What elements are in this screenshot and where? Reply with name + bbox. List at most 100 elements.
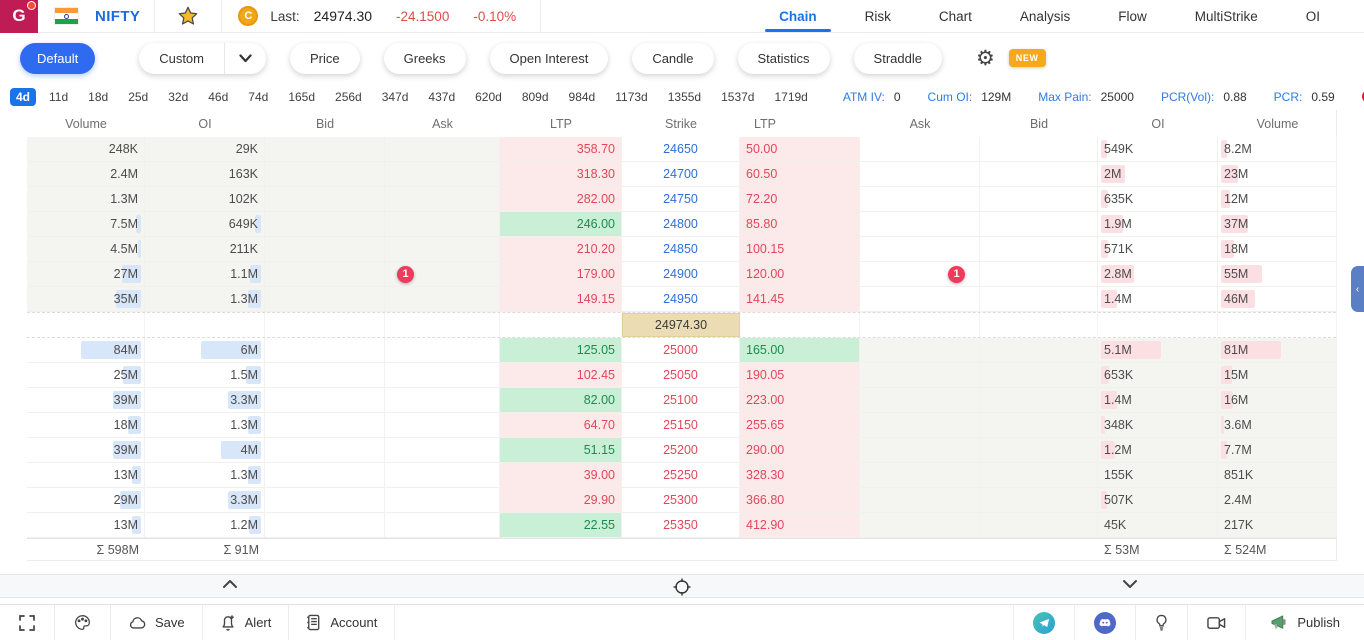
expiry-chip-25d[interactable]: 25d: [128, 89, 149, 104]
expiry-chip-437d[interactable]: 437d: [428, 89, 456, 104]
tab-chart[interactable]: Chart: [938, 8, 972, 24]
call-ask-cell[interactable]: [385, 187, 500, 212]
put-bid-cell[interactable]: [980, 388, 1098, 413]
put-ask-cell[interactable]: [860, 413, 980, 438]
put-ask-cell[interactable]: [860, 287, 980, 312]
strike-cell[interactable]: 24700: [622, 162, 740, 187]
put-ask-cell[interactable]: [860, 488, 980, 513]
put-ask-cell[interactable]: [860, 187, 980, 212]
put-ask-cell[interactable]: [860, 463, 980, 488]
call-ltp-cell[interactable]: 29.90: [500, 488, 622, 513]
strike-cell[interactable]: 25200: [622, 438, 740, 463]
call-bid-cell[interactable]: [265, 212, 385, 237]
put-bid-cell[interactable]: [980, 237, 1098, 262]
candle-pill-button[interactable]: Candle: [632, 42, 714, 74]
tab-multistrike[interactable]: MultiStrike: [1194, 8, 1258, 24]
ideas-button[interactable]: [1135, 605, 1187, 640]
tab-analysis[interactable]: Analysis: [1019, 8, 1071, 24]
put-bid-cell[interactable]: [980, 137, 1098, 162]
expiry-chip-984d[interactable]: 984d: [568, 89, 596, 104]
video-button[interactable]: [1187, 605, 1245, 640]
strike-cell[interactable]: 24750: [622, 187, 740, 212]
chevron-down-icon[interactable]: [224, 42, 266, 74]
put-bid-cell[interactable]: [980, 488, 1098, 513]
expiry-chip-4d[interactable]: 4d: [10, 87, 37, 106]
put-ask-cell[interactable]: [860, 212, 980, 237]
call-ask-cell[interactable]: [385, 162, 500, 187]
favorite-star-icon[interactable]: [155, 5, 221, 27]
put-bid-cell[interactable]: [980, 212, 1098, 237]
put-bid-cell[interactable]: [980, 187, 1098, 212]
put-ask-cell[interactable]: [860, 237, 980, 262]
put-bid-cell[interactable]: [980, 438, 1098, 463]
expiry-chip-32d[interactable]: 32d: [168, 89, 189, 104]
default-preset-button[interactable]: Default: [20, 42, 96, 74]
put-ltp-cell[interactable]: 190.05: [740, 363, 860, 388]
call-ask-cell[interactable]: [385, 513, 500, 538]
expiry-chip-1537d[interactable]: 1537d: [721, 89, 755, 104]
publish-button[interactable]: Publish: [1245, 605, 1364, 640]
theme-palette-button[interactable]: [55, 605, 111, 640]
strike-cell[interactable]: 24650: [622, 137, 740, 162]
put-ltp-cell[interactable]: 100.15: [740, 237, 860, 262]
call-bid-cell[interactable]: [265, 513, 385, 538]
call-bid-cell[interactable]: [265, 338, 385, 363]
expiry-chip-11d[interactable]: 11d: [49, 89, 69, 104]
expiry-chip-165d[interactable]: 165d: [288, 89, 316, 104]
discord-button[interactable]: [1074, 605, 1135, 640]
tab-flow[interactable]: Flow: [1118, 8, 1147, 24]
open-interest-pill-button[interactable]: Open Interest: [489, 42, 609, 74]
call-ask-cell[interactable]: [385, 488, 500, 513]
put-ltp-cell[interactable]: 255.65: [740, 413, 860, 438]
strike-cell[interactable]: 24900: [622, 262, 740, 287]
put-bid-cell[interactable]: [980, 287, 1098, 312]
expiry-chip-1719d[interactable]: 1719d: [774, 89, 808, 104]
expiry-chip-74d[interactable]: 74d: [248, 89, 269, 104]
greeks-pill-button[interactable]: Greeks: [383, 42, 466, 74]
put-ask-cell[interactable]: [860, 363, 980, 388]
put-ask-cell[interactable]: [860, 388, 980, 413]
call-ltp-cell[interactable]: 246.00: [500, 212, 622, 237]
expiry-chip-809d[interactable]: 809d: [521, 89, 549, 104]
coin-icon[interactable]: C: [238, 6, 259, 26]
call-ltp-cell[interactable]: 210.20: [500, 237, 622, 262]
call-ask-alert-badge[interactable]: 1: [397, 265, 414, 283]
straddle-pill-button[interactable]: Straddle: [853, 42, 942, 74]
statistics-pill-button[interactable]: Statistics: [737, 42, 830, 74]
put-bid-cell[interactable]: [980, 413, 1098, 438]
put-ltp-cell[interactable]: 60.50: [740, 162, 860, 187]
call-ask-cell[interactable]: [385, 338, 500, 363]
expiry-chip-1173d[interactable]: 1173d: [615, 89, 648, 104]
call-bid-cell[interactable]: [265, 438, 385, 463]
call-bid-cell[interactable]: [265, 413, 385, 438]
call-bid-cell[interactable]: [265, 287, 385, 312]
put-bid-cell[interactable]: [980, 338, 1098, 363]
expiry-chip-620d[interactable]: 620d: [475, 89, 502, 104]
save-button[interactable]: Save: [111, 605, 203, 640]
put-ask-cell[interactable]: [860, 513, 980, 538]
call-ask-cell[interactable]: 1: [385, 262, 500, 287]
symbol-name[interactable]: NIFTY: [95, 7, 141, 25]
put-ltp-cell[interactable]: 223.00: [740, 388, 860, 413]
expiry-chip-347d[interactable]: 347d: [381, 89, 409, 104]
call-ltp-cell[interactable]: 318.30: [500, 162, 622, 187]
strike-cell[interactable]: 25150: [622, 413, 740, 438]
custom-preset-group[interactable]: Custom: [139, 42, 266, 74]
strike-cell[interactable]: 25350: [622, 513, 740, 538]
call-bid-cell[interactable]: [265, 237, 385, 262]
put-ltp-cell[interactable]: 50.00: [740, 137, 860, 162]
put-ask-cell[interactable]: [860, 338, 980, 363]
strike-cell[interactable]: 25000: [622, 338, 740, 363]
call-ask-cell[interactable]: [385, 438, 500, 463]
call-ltp-cell[interactable]: 82.00: [500, 388, 622, 413]
strike-cell[interactable]: 24850: [622, 237, 740, 262]
call-ltp-cell[interactable]: 282.00: [500, 187, 622, 212]
expiry-chip-1355d[interactable]: 1355d: [667, 89, 702, 104]
telegram-button[interactable]: [1013, 605, 1074, 640]
call-ltp-cell[interactable]: 149.15: [500, 287, 622, 312]
put-ltp-cell[interactable]: 366.80: [740, 488, 860, 513]
collapse-up-icon[interactable]: [222, 579, 238, 589]
expiry-chip-46d[interactable]: 46d: [208, 89, 229, 104]
put-bid-cell[interactable]: [980, 513, 1098, 538]
call-bid-cell[interactable]: [265, 363, 385, 388]
